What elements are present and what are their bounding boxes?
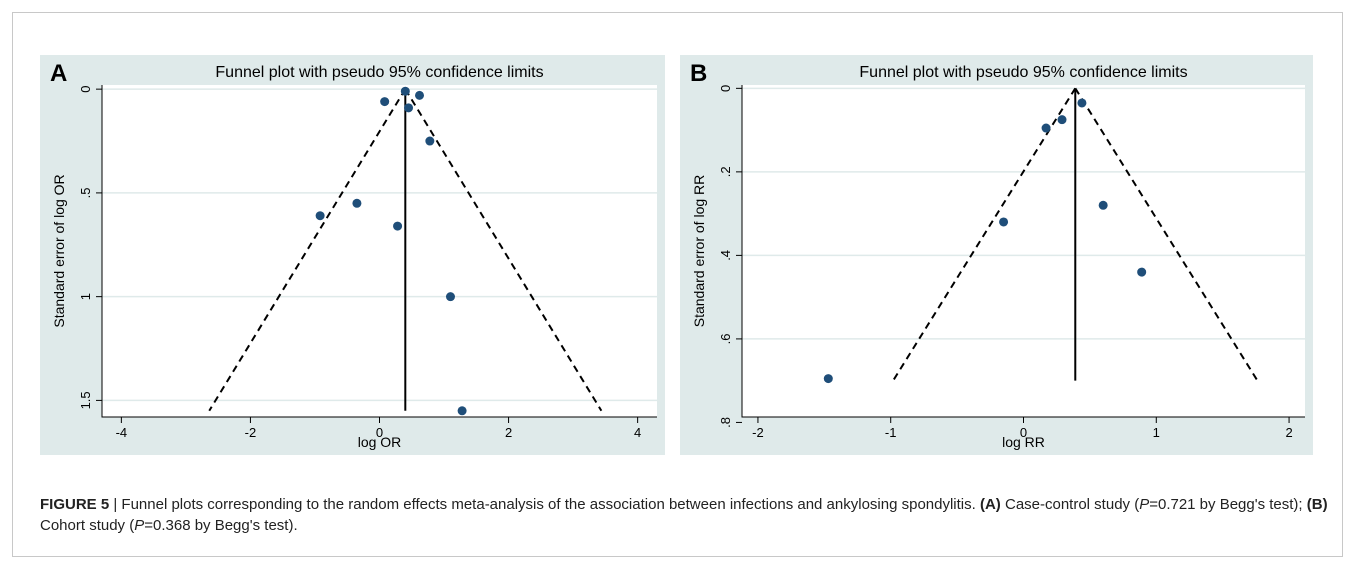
figure-caption: FIGURE 5 | Funnel plots corresponding to…: [40, 494, 1330, 536]
panel-b-study-point: [1137, 267, 1147, 277]
panel-b-study-point: [1057, 115, 1067, 125]
panel-a-x-axis-title: log OR: [358, 434, 402, 450]
panel-a-x-tick-label: 4: [634, 425, 641, 440]
panel-a-letter: A: [50, 60, 67, 87]
panel-a-y-tick-label: 1.5: [78, 391, 93, 409]
caption-separator: |: [109, 496, 122, 513]
panel-b-letter: B: [690, 60, 707, 87]
panel-b-study-point: [999, 217, 1009, 227]
panel-b-y-tick-label: .8: [718, 417, 733, 428]
caption-figure-label: FIGURE 5: [40, 496, 110, 513]
panel-b-x-tick-label: 0: [1020, 425, 1027, 440]
caption-p-symbol-b: P: [134, 517, 145, 534]
panel-b-x-tick-label: -1: [885, 425, 897, 440]
caption-label-b: (B): [1306, 496, 1328, 513]
panel-b-funnel: [892, 87, 1259, 382]
panel-b-upper-confidence-limit: [1074, 87, 1259, 382]
panel-b-study-point: [823, 374, 833, 384]
caption-stat-a: =0.721 by Begg's test);: [1149, 496, 1307, 513]
panel-b-y-tick-label: .6: [718, 333, 733, 344]
panel-a-funnel-plot: A Funnel plot with pseudo 95% confidence…: [40, 55, 665, 455]
panel-b-study-point: [1098, 200, 1108, 210]
panel-b-y-tick-label: 0: [718, 85, 733, 92]
panel-a-study-point: [380, 97, 390, 107]
panel-a-points: [315, 86, 467, 416]
panel-b-title: Funnel plot with pseudo 95% confidence l…: [859, 64, 1187, 81]
panel-b-x-tick-label: 1: [1153, 425, 1160, 440]
panel-a-x-tick-label: -2: [245, 425, 257, 440]
panel-b-points: [823, 98, 1147, 384]
panel-a-title: Funnel plot with pseudo 95% confidence l…: [215, 64, 543, 81]
panel-a-study-point: [315, 211, 325, 221]
panel-a-study-point: [393, 221, 403, 231]
panel-b-lower-confidence-limit: [892, 87, 1077, 382]
panel-b-y-tick-label: .2: [718, 166, 733, 177]
panel-a-lower-confidence-limit: [208, 88, 407, 412]
panel-a-gridlines: [102, 88, 657, 402]
panel-a-study-point: [425, 136, 435, 146]
panel-a-study-point: [457, 406, 467, 416]
panel-a-study-point: [445, 292, 455, 302]
panel-a-study-point: [415, 90, 425, 100]
caption-text-3: Cohort study (: [40, 517, 135, 534]
caption-text-2: Case-control study (: [1000, 496, 1140, 513]
panel-a-y-tick-label: .5: [78, 187, 93, 198]
panel-a-study-point: [404, 103, 414, 113]
panel-b-axes: 0 .2 .4 .6 .8 -2 -1 0 1 2: [718, 85, 1305, 440]
panel-b-y-tick-label: .4: [718, 250, 733, 261]
caption-text-1: Funnel plots corresponding to the random…: [121, 496, 980, 513]
panel-b-study-point: [1077, 98, 1087, 108]
panel-a-x-tick-label: 0: [376, 425, 383, 440]
panel-b-x-tick-label: 2: [1285, 425, 1292, 440]
panel-b-x-tick-label: -2: [752, 425, 764, 440]
caption-stat-b: =0.368 by Begg's test).: [144, 517, 298, 534]
panel-a-y-tick-label: 0: [78, 86, 93, 93]
panel-a-study-point: [400, 86, 410, 96]
panel-a-funnel: [208, 88, 603, 412]
panel-b-study-point: [1041, 123, 1051, 133]
panel-a-study-point: [352, 198, 362, 208]
panel-a-y-tick-label: 1: [78, 293, 93, 300]
panel-a-x-tick-label: -4: [116, 425, 128, 440]
panel-a-y-axis-title: Standard error of log OR: [51, 174, 67, 327]
caption-label-a: (A): [979, 496, 1001, 513]
caption-p-symbol-a: P: [1139, 496, 1150, 513]
panel-a-upper-confidence-limit: [404, 88, 603, 412]
panel-a-plot-area: [102, 85, 657, 417]
panel-b-y-axis-title: Standard error of log RR: [691, 175, 707, 328]
panel-b-plot-area: [742, 85, 1305, 417]
panel-b-funnel-plot: B Funnel plot with pseudo 95% confidence…: [680, 55, 1313, 455]
panel-b-x-axis-title: log RR: [1002, 434, 1045, 450]
panel-a-axes: 0 .5 1 1.5 -4 -2 0 2 4: [78, 85, 657, 440]
panel-a-x-tick-label: 2: [505, 425, 512, 440]
